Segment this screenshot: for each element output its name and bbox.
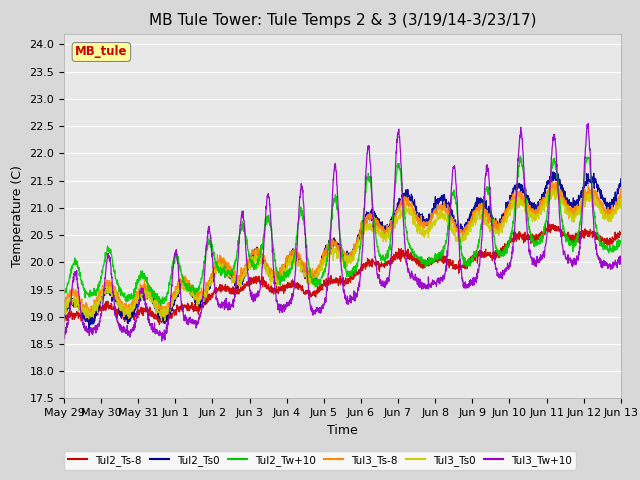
X-axis label: Time: Time [327,424,358,437]
Text: MB_tule: MB_tule [75,46,127,59]
Y-axis label: Temperature (C): Temperature (C) [11,165,24,267]
Legend: Tul2_Ts-8, Tul2_Ts0, Tul2_Tw+10, Tul3_Ts-8, Tul3_Ts0, Tul3_Tw+10: Tul2_Ts-8, Tul2_Ts0, Tul2_Tw+10, Tul3_Ts… [64,451,576,470]
Title: MB Tule Tower: Tule Temps 2 & 3 (3/19/14-3/23/17): MB Tule Tower: Tule Temps 2 & 3 (3/19/14… [148,13,536,28]
